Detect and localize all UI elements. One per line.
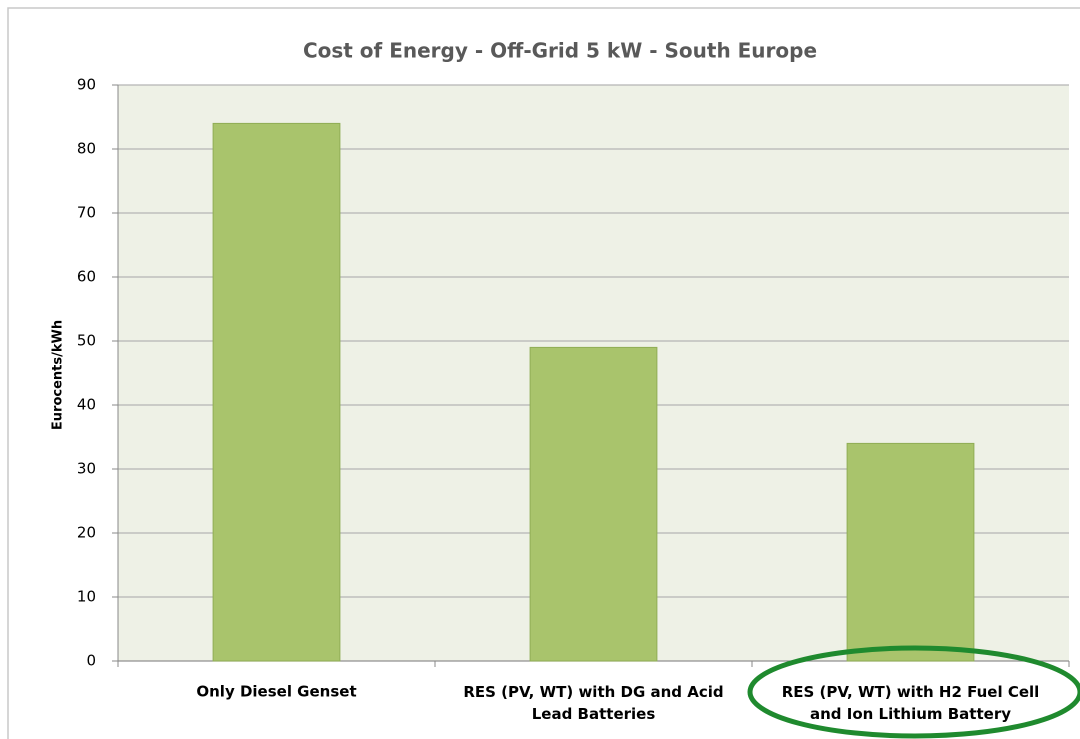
- chart-title: Cost of Energy - Off-Grid 5 kW - South E…: [303, 39, 817, 63]
- y-tick-label: 80: [77, 140, 96, 158]
- y-axis-label: Eurocents/kWh: [51, 320, 66, 430]
- x-tick-label: Only Diesel Genset: [196, 683, 356, 701]
- bar: [529, 346, 658, 662]
- bar: [212, 122, 341, 662]
- y-tick-label: 30: [77, 460, 96, 478]
- y-tick-label: 50: [77, 332, 96, 350]
- y-tick-label: 40: [77, 396, 96, 414]
- highlight-ellipse: [747, 645, 1080, 739]
- y-tick-label: 60: [77, 268, 96, 286]
- y-tick-label: 10: [77, 588, 96, 606]
- x-tick-label: RES (PV, WT) with H2 Fuel Cell and Ion Li…: [782, 683, 1040, 723]
- y-tick-label: 20: [77, 524, 96, 542]
- x-tick-label: RES (PV, WT) with DG and Acid Lead Batter…: [463, 683, 723, 723]
- y-tick-label: 0: [86, 652, 96, 670]
- bar: [846, 442, 975, 662]
- y-tick-label: 70: [77, 204, 96, 222]
- y-tick-label: 90: [77, 76, 96, 94]
